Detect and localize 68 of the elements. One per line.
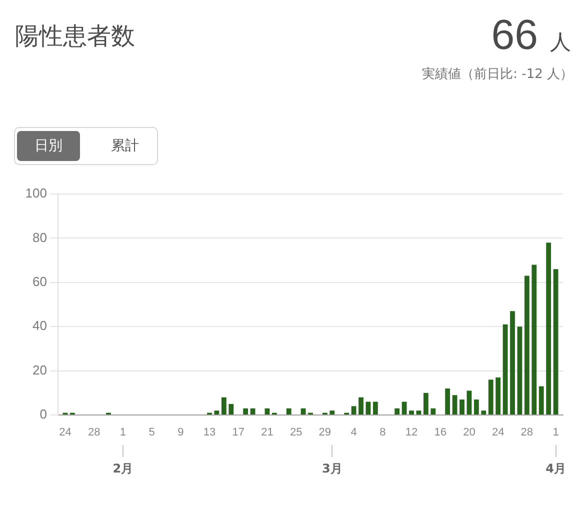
bar: [532, 264, 537, 414]
x-tick-label: 21: [261, 426, 274, 439]
bar: [423, 392, 428, 414]
bar: [409, 410, 414, 414]
y-tick-label: 40: [32, 318, 47, 334]
x-tick-label: 17: [232, 426, 244, 439]
x-tick-label: 20: [463, 426, 476, 439]
bar: [538, 386, 544, 414]
text: 人: [550, 30, 571, 54]
x-tick-label: 12: [405, 426, 418, 439]
bar: [524, 276, 530, 414]
bar: [445, 388, 450, 414]
x-tick-label: 24: [59, 426, 72, 439]
bar: [214, 410, 220, 414]
bar: [358, 397, 364, 414]
x-tick-label: 25: [290, 426, 302, 439]
y-tick-label: 80: [32, 230, 47, 245]
y-tick-label: 100: [25, 186, 47, 201]
chart-title: 陽性患者数: [15, 21, 135, 51]
bar: [402, 402, 407, 414]
y-tick-label: 20: [32, 362, 47, 378]
y-tick-label: 0: [40, 406, 47, 422]
bar: [488, 380, 494, 414]
x-tick-label: 1: [120, 426, 126, 439]
bar: [243, 408, 248, 414]
bar: [496, 377, 501, 414]
x-tick-label: 24: [492, 426, 504, 439]
bar: [228, 404, 234, 414]
bar: [510, 311, 515, 414]
bar: [351, 406, 356, 414]
bar: [300, 408, 306, 414]
bar: [330, 410, 335, 414]
text: 66: [491, 11, 538, 58]
x2-tick-label: 2月: [112, 461, 134, 476]
text: 実績値（前日比: -12 人）: [422, 66, 573, 84]
bar: [481, 410, 486, 414]
x-tick-label: 28: [88, 426, 100, 439]
bar: [452, 395, 458, 414]
x-tick-label: 4: [350, 426, 357, 439]
x-tick-label: 8: [380, 426, 386, 439]
x-tick-label: 29: [318, 426, 332, 439]
bar: [502, 324, 508, 414]
x-tick-label: 1: [552, 426, 559, 439]
bar: [394, 408, 400, 414]
y-tick-label: 60: [32, 274, 47, 289]
bar: [416, 410, 422, 414]
bar: [460, 400, 464, 414]
x-tick-label: 9: [178, 426, 184, 439]
x-tick-label: 13: [203, 426, 216, 439]
bar: [466, 390, 472, 414]
bar: [553, 269, 558, 414]
bar: [517, 326, 522, 414]
bar: [221, 397, 226, 414]
x-tick-label: 28: [520, 426, 534, 439]
bar: [546, 242, 552, 414]
bar: [264, 408, 270, 414]
bar: [430, 408, 436, 414]
bar: [250, 408, 256, 414]
bar: [474, 400, 479, 414]
selected-tab: 日別: [17, 131, 80, 161]
x2-tick-label: 4月: [546, 461, 566, 476]
x-tick-label: 16: [434, 426, 446, 439]
x2-tick-label: 3月: [322, 461, 342, 476]
bar: [286, 408, 292, 414]
bar: [372, 402, 378, 414]
segmented-control: 日別 累計: [14, 127, 158, 165]
x-tick-label: 5: [148, 426, 155, 439]
bar: [366, 402, 371, 414]
